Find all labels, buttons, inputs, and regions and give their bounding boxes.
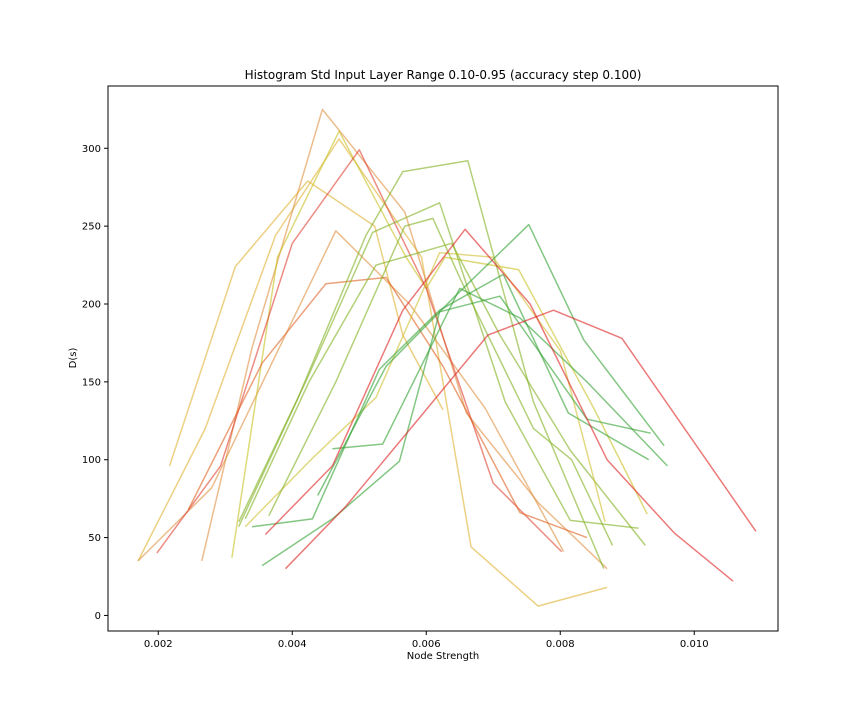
series-line-3 — [137, 230, 565, 562]
series-line-7 — [187, 276, 588, 539]
series-line-9 — [238, 202, 639, 529]
chart-title: Histogram Std Input Layer Range 0.10-0.9… — [245, 68, 642, 82]
x-tick-label: 0.004 — [278, 639, 307, 650]
y-tick-label: 50 — [88, 533, 101, 544]
series-line-16 — [332, 287, 668, 467]
y-tick-label: 100 — [82, 455, 101, 466]
series-line-1 — [168, 180, 444, 467]
y-axis-label: D(s) — [68, 348, 79, 369]
series-line-11 — [244, 251, 606, 528]
series-line-2 — [137, 138, 608, 607]
x-tick-label: 0.010 — [680, 639, 709, 650]
y-tick-label: 300 — [82, 144, 101, 155]
x-axis-label: Node Strength — [407, 651, 480, 662]
x-axis: 0.002 0.004 0.006 0.008 0.010 — [144, 631, 709, 650]
series-line-4 — [201, 108, 608, 570]
x-tick-label: 0.002 — [144, 639, 173, 650]
series-layer — [137, 108, 757, 607]
series-line-12 — [268, 217, 614, 546]
plot-frame — [107, 85, 779, 632]
plot-area — [108, 86, 778, 631]
x-tick-label: 0.008 — [546, 639, 575, 650]
y-tick-label: 200 — [82, 300, 101, 311]
x-tick-label: 0.006 — [412, 639, 441, 650]
series-line-17 — [264, 228, 734, 582]
y-tick-label: 150 — [82, 377, 101, 388]
y-tick-label: 250 — [82, 222, 101, 233]
y-tick-label: 0 — [95, 611, 101, 622]
series-line-10 — [244, 242, 646, 546]
series-line-18 — [284, 309, 757, 570]
series-line-6 — [156, 149, 563, 554]
series-line-13 — [252, 273, 650, 528]
y-axis: 0 50 100 150 200 250 300 — [82, 144, 108, 622]
